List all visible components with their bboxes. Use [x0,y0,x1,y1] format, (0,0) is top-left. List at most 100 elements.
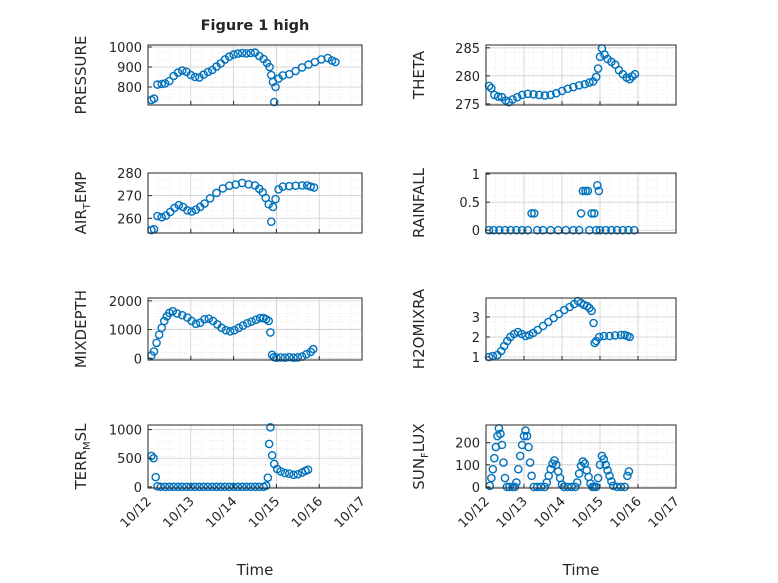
data-point [502,482,512,492]
data-point [523,89,533,99]
data-point [576,209,586,218]
data-point [160,482,170,492]
axes-box [485,172,677,234]
data-point [225,482,234,492]
data-point [580,79,590,89]
data-point [199,70,208,79]
data-point [546,90,555,100]
data-point [191,205,201,214]
y-tick-label: 260 [117,212,142,227]
data-point [230,325,239,335]
data-point [186,70,196,80]
data-point [212,188,221,198]
y-tick-label: 3 [472,311,480,326]
data-point [512,92,522,102]
data-point [265,62,274,72]
data-point [177,482,187,492]
data-point [204,314,214,323]
y-tick-label: 280 [455,70,480,85]
y-axis-label: PRESSURE [72,36,90,115]
data-point [291,181,300,190]
data-point [242,318,252,328]
data-point [284,181,294,191]
data-point [567,482,576,492]
y-tick-label: 285 [455,42,480,57]
data-point [587,209,596,218]
data-point [302,349,311,359]
data-point [599,331,609,341]
data-point [594,332,604,342]
data-point [563,84,573,94]
data-point [271,82,280,92]
data-point [500,473,510,483]
y-tick-label: 0 [134,352,142,367]
data-point [195,73,204,82]
data-point [578,457,588,466]
data-point [149,347,159,356]
data-point [237,482,247,492]
data-point [554,309,564,319]
x-tick-label: 10/16 [289,494,326,531]
y-tick-label: 0 [134,481,142,496]
data-point [172,309,182,318]
data-point [603,466,612,475]
data-point [200,314,209,324]
data-point [522,431,532,441]
y-tick-label: 2000 [109,295,142,310]
data-point [508,95,517,104]
data-point [242,482,251,492]
data-point [514,464,523,474]
data-point [153,211,162,221]
data-point [590,338,599,348]
data-point [264,439,274,449]
data-point [173,482,183,492]
data-point [297,181,307,190]
data-point [199,482,208,492]
data-point [517,225,527,235]
data-point [493,92,503,101]
data-point [557,86,567,96]
data-point [587,306,596,316]
data-point [216,482,226,492]
y-tick-label: 1000 [109,324,142,339]
data-point [496,429,505,439]
data-point [255,313,265,323]
data-point [607,225,616,235]
plot-area [148,425,362,488]
data-point [593,64,603,73]
data-point [527,471,536,481]
subplot-5: 0 1000 2000 MIXDEPTH [72,290,363,368]
data-point [499,458,508,467]
y-tick-label: 100 [455,459,480,474]
x-tick-label: 10/14 [532,494,569,531]
data-point [618,225,628,235]
data-point [284,469,294,478]
data-point [510,482,520,492]
data-point [595,225,605,235]
axes-box [147,424,363,489]
data-point [610,331,620,340]
y-tick-label: 1000 [109,424,142,439]
data-point [229,50,238,59]
data-point [585,78,594,87]
data-point [308,344,318,354]
data-point [225,52,234,61]
data-point [306,182,315,191]
data-point [250,482,260,492]
y-tick-label: 200 [455,437,480,452]
data-point [323,53,333,63]
y-tick-label: 800 [117,81,142,96]
data-point [251,315,261,325]
subplot-8: 0 100 200 10/12 10/13 10/14 10/15 10/16 10/17 Tim… [410,423,683,579]
data-point [291,66,300,76]
data-point [200,199,209,208]
data-point [569,225,578,235]
data-point [497,440,507,450]
data-point [237,48,247,58]
data-point [267,451,277,460]
subplot-2: 275 280 285 THETA [410,42,677,113]
data-point [625,74,634,84]
data-point [272,353,281,363]
data-point [264,316,273,326]
